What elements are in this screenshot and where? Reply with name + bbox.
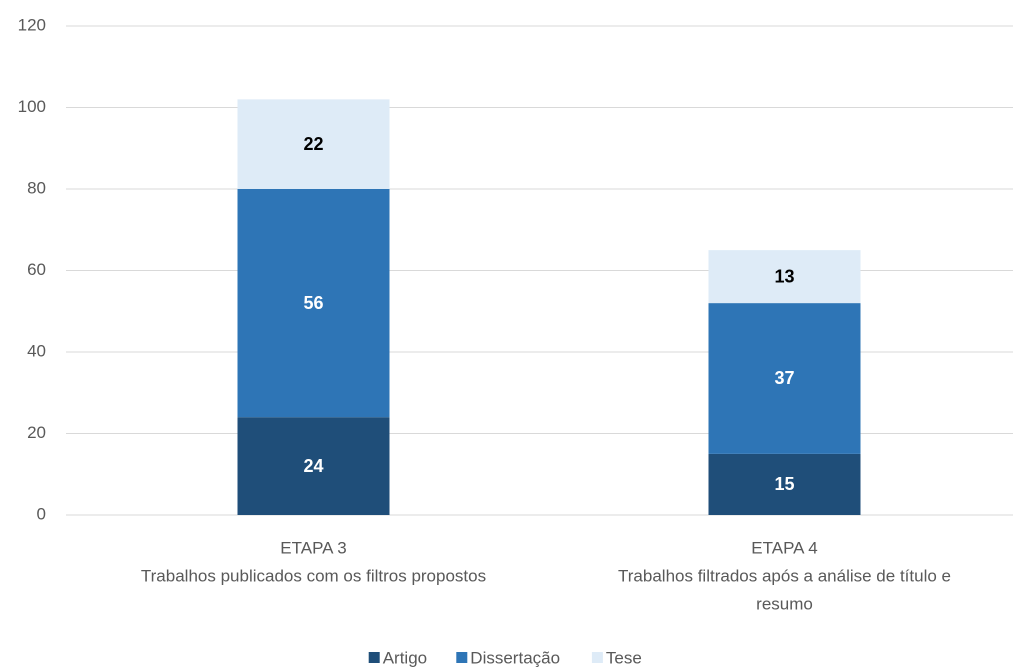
legend-swatch — [368, 652, 380, 663]
legend-swatch — [456, 652, 468, 663]
data-label: 22 — [303, 134, 323, 154]
x-tick-label: Trabalhos publicados com os filtros prop… — [141, 566, 486, 585]
y-tick-label: 80 — [27, 178, 46, 197]
y-tick-label: 40 — [27, 341, 46, 360]
x-tick-label: resumo — [756, 594, 813, 613]
bar-segment — [237, 99, 390, 189]
data-label: 13 — [774, 266, 794, 286]
bar-segment — [708, 453, 861, 515]
x-tick-label: Trabalhos filtrados após a análise de tí… — [618, 566, 951, 585]
y-tick-label: 120 — [18, 15, 46, 34]
legend-swatch — [591, 652, 603, 663]
x-tick-label: ETAPA 3 — [280, 538, 346, 557]
y-tick-label: 0 — [37, 504, 46, 523]
y-tick-label: 20 — [27, 423, 46, 442]
y-tick-label: 60 — [27, 260, 46, 279]
bar-segment — [708, 303, 861, 454]
data-label: 37 — [774, 368, 794, 388]
data-label: 56 — [303, 293, 323, 313]
x-tick-label: ETAPA 4 — [751, 538, 817, 557]
legend-label: Dissertação — [470, 648, 560, 667]
data-label: 24 — [303, 456, 323, 476]
legend-label: Tese — [606, 648, 642, 667]
bar-segment — [237, 189, 390, 418]
bar-segment — [237, 417, 390, 515]
data-label: 15 — [774, 474, 794, 494]
y-tick-label: 100 — [18, 97, 46, 116]
legend-label: Artigo — [383, 648, 427, 667]
bar-segment — [708, 250, 861, 304]
